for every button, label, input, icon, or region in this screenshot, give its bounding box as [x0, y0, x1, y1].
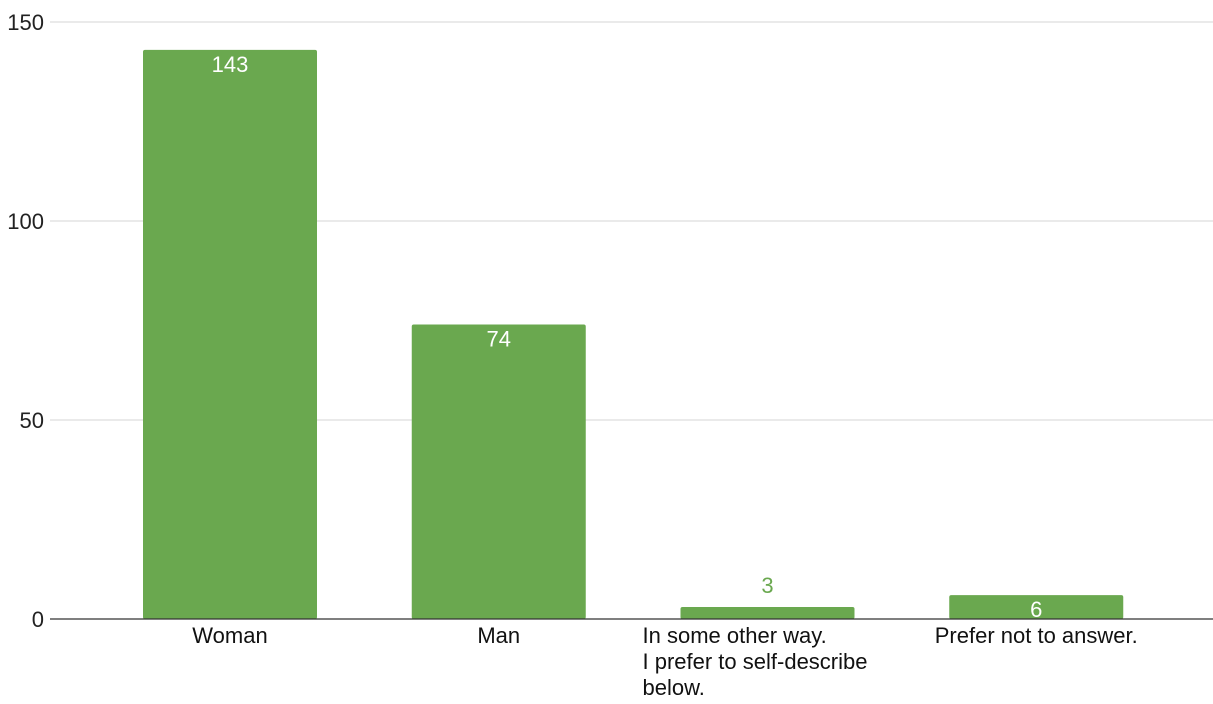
- y-axis-ticks: 0 50 100 150: [7, 10, 44, 632]
- data-label-2: 3: [761, 573, 773, 598]
- y-tick-label-150: 150: [7, 10, 44, 35]
- data-label-0: 143: [212, 52, 249, 77]
- category-label-3-line-0: Prefer not to answer.: [935, 623, 1138, 648]
- category-label-1: Man: [477, 623, 520, 648]
- bars: [143, 49, 1124, 620]
- category-label-2-line-0: In some other way.: [643, 623, 827, 648]
- category-label-2-line-2: below.: [643, 675, 705, 700]
- bar-1: [411, 324, 586, 619]
- bar-2: [680, 607, 855, 619]
- category-label-2: In some other way. I prefer to self-descr…: [643, 623, 868, 700]
- category-label-0: Woman: [192, 623, 267, 648]
- data-label-1: 74: [487, 326, 511, 351]
- data-labels: 143 74 3 6: [212, 52, 1043, 622]
- data-label-3: 6: [1030, 597, 1042, 622]
- category-label-0-line-0: Woman: [192, 623, 267, 648]
- x-axis-categories: Woman Man In some other way. I prefer to se…: [192, 623, 1137, 700]
- category-label-3: Prefer not to answer.: [935, 623, 1138, 648]
- category-label-2-line-1: I prefer to self-describe: [643, 649, 868, 674]
- y-tick-label-50: 50: [20, 408, 44, 433]
- y-tick-label-100: 100: [7, 209, 44, 234]
- bar-0: [143, 49, 317, 620]
- category-label-1-line-0: Man: [477, 623, 520, 648]
- bar-3: [949, 595, 1124, 619]
- y-tick-label-0: 0: [32, 607, 44, 632]
